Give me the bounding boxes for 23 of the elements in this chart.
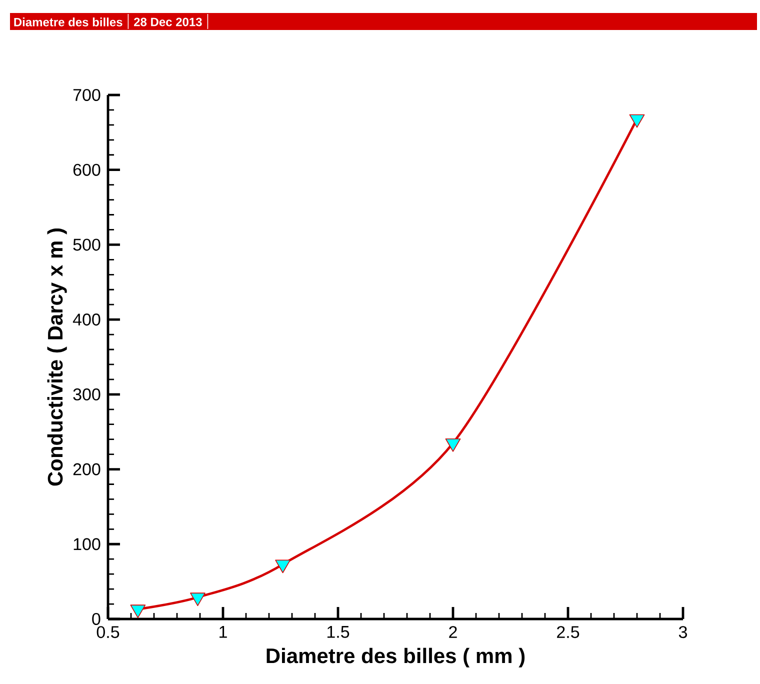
x-tick-label: 1 — [220, 626, 227, 638]
point — [190, 592, 206, 606]
y-tick-label: 100 — [74, 538, 100, 550]
point — [445, 438, 461, 452]
point — [629, 114, 645, 128]
chart-subtitle: 28 Dec 2013 — [134, 18, 202, 26]
x-axis-title: Diametre des billes ( mm ) — [266, 648, 525, 668]
y-axis-title: Conductivite ( Darcy x m ) — [47, 228, 67, 486]
y-tick-label: 300 — [73, 388, 100, 400]
y-tick-label: 400 — [72, 314, 100, 326]
point — [275, 560, 290, 574]
x-tick-label: 2 — [449, 626, 457, 638]
chart-title: Diametre des billes — [14, 18, 122, 26]
y-tick-label: 500 — [73, 238, 100, 251]
x-tick-label: 0.5 — [96, 626, 120, 638]
x-tick-label: 1.5 — [327, 626, 350, 638]
y-tick-label: 200 — [73, 463, 100, 476]
point — [130, 604, 146, 618]
y-tick-label: 0 — [92, 612, 100, 625]
x-tick-label: 3 — [678, 626, 687, 638]
x-tick-label: 2.5 — [557, 626, 580, 638]
y-tick-label: 700 — [73, 88, 100, 101]
y-tick-label: 600 — [73, 164, 100, 176]
